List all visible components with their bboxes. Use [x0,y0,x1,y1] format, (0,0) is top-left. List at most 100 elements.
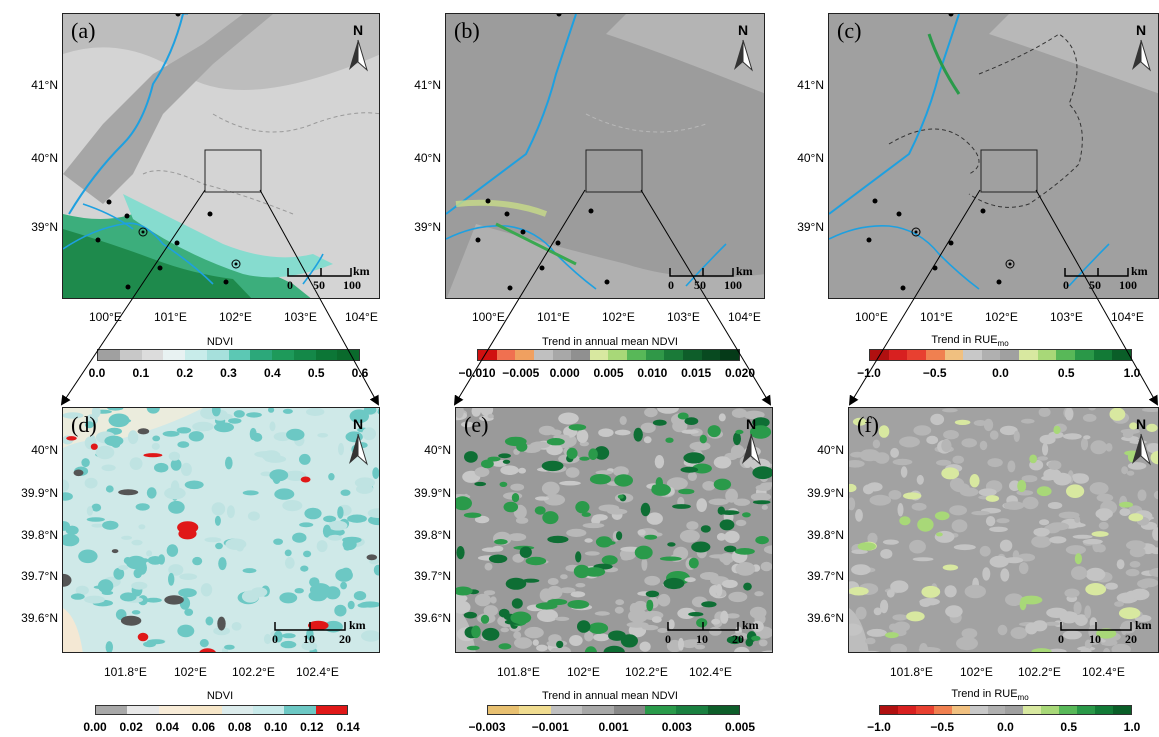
colorbar-segment [683,350,702,360]
colorbar-tick-label: 0.000 [549,366,580,380]
lon-tick-label: 101.8°E [104,665,147,679]
map-f-canvas [849,408,1158,652]
lat-tick-label: 39.9°N [807,486,844,500]
panel-label-b: (b) [454,18,480,43]
lon-tick-label: 102.4°E [689,665,732,679]
colorbar-tick-label: 0.06 [191,720,216,734]
lon-tick-label: 104°E [728,310,761,324]
scalebar-label-0: 0 [272,632,278,646]
panel-label-f: (f) [857,412,879,437]
north-arrow-icon: N [345,22,371,72]
colorbar-segment [272,350,294,360]
lon-tick-label: 102.4°E [296,665,339,679]
colorbar-segment [550,706,583,714]
lon-tick-label: 102°E [567,665,600,679]
colorbar-segment [190,706,222,714]
scalebar-unit: km [353,264,370,278]
colorbar-title-b: Trend in annual mean NDVI [542,336,678,348]
lon-tick-label: 101°E [537,310,570,324]
panel-label-a: (a) [71,18,96,43]
lat-tick-label: 41°N [797,78,824,92]
colorbar-tick-label: 0.02 [119,720,143,734]
map-panel-e: (e) N 0 10 20 km [455,407,773,653]
colorbar-tick-label: 0.14 [336,720,360,734]
colorbar-segment [1005,706,1024,714]
colorbar-d [95,705,348,715]
colorbar-segment [185,350,207,360]
colorbar-segment [987,706,1006,714]
north-arrow-icon: N [1128,22,1154,72]
north-arrow-icon: N [738,416,764,466]
colorbar-segment [519,706,551,714]
map-panel-d: (d) N 0 10 20 km [62,407,380,653]
lat-tick-label: 39.9°N [414,486,451,500]
scalebar-label-10: 10 [1089,632,1101,646]
lon-tick-label: 104°E [1111,310,1144,324]
map-d-canvas [63,408,379,652]
scalebar-f [1060,622,1132,631]
colorbar-title-f: Trend in RUEmo [950,688,1030,702]
scalebar-label-10: 10 [696,632,708,646]
colorbar-segment [1077,706,1096,714]
colorbar-segment [337,350,359,360]
colorbar-tick-label: 0.08 [227,720,252,734]
colorbar-title-c-sub: mo [997,339,1009,349]
colorbar-tick-label: −0.5 [922,366,947,380]
colorbar-segment [582,706,614,714]
colorbar-segment [897,706,916,714]
colorbar-tick-label: 0.5 [1060,720,1078,734]
colorbar-segment [315,350,338,360]
colorbar-segment [571,350,590,360]
lon-tick-label: 103°E [667,310,700,324]
colorbar-tick-label: −1.0 [857,366,881,380]
colorbar-segment [676,706,708,714]
colorbar-segment [127,706,159,714]
colorbar-tick-label: 0.4 [263,366,281,380]
lon-tick-label: 102°E [219,310,252,324]
colorbar-segment [1075,350,1094,360]
lat-tick-label: 39°N [31,220,58,234]
lat-tick-label: 39.6°N [21,611,58,625]
colorbar-segment [552,350,572,360]
colorbar-segment [645,350,665,360]
scalebar-label-20: 20 [1125,632,1137,646]
colorbar-segment [98,350,120,360]
lat-tick-label: 41°N [414,78,441,92]
map-c-canvas [829,14,1158,291]
colorbar-tick-label: −1.0 [867,720,891,734]
north-label: N [352,416,364,432]
colorbar-tick-label: −0.5 [930,720,955,734]
colorbar-segment [1093,350,1113,360]
scalebar-unit: km [349,618,366,632]
lon-tick-label: 101.8°E [890,665,933,679]
colorbar-tick-label: 0.005 [724,720,756,734]
lon-tick-label: 102°E [174,665,207,679]
lon-tick-label: 103°E [284,310,317,324]
colorbar-segment [206,350,229,360]
north-arrow-icon: N [345,416,371,466]
colorbar-tick-label: 0.0 [88,366,106,380]
colorbar-segment [870,350,889,360]
colorbar-tick-label: 0.2 [176,366,193,380]
colorbar-tick-label: 0.00 [83,720,107,734]
scalebar-e [667,622,739,631]
panel-label-d: (d) [71,412,97,437]
lon-tick-label: 104°E [345,310,378,324]
colorbar-a [97,349,360,361]
colorbar-segment [925,350,945,360]
lon-tick-label: 100°E [472,310,505,324]
colorbar-tick-label: 0.0 [997,720,1014,734]
lon-tick-label: 100°E [89,310,122,324]
map-panel-c: (c) N 0 50 100 km [828,13,1159,299]
colorbar-tick-label: 1.0 [1123,366,1141,380]
map-e-canvas [456,408,772,652]
colorbar-segment [589,350,609,360]
lon-tick-label: 101°E [920,310,953,324]
colorbar-segment [951,706,970,714]
colorbar-segment [252,706,285,714]
lon-tick-label: 102.2°E [625,665,668,679]
lon-tick-label: 102.2°E [1018,665,1061,679]
colorbar-tick-label: 0.1 [132,366,150,380]
lat-tick-label: 39.8°N [414,528,451,542]
colorbar-segment [1019,350,1038,360]
